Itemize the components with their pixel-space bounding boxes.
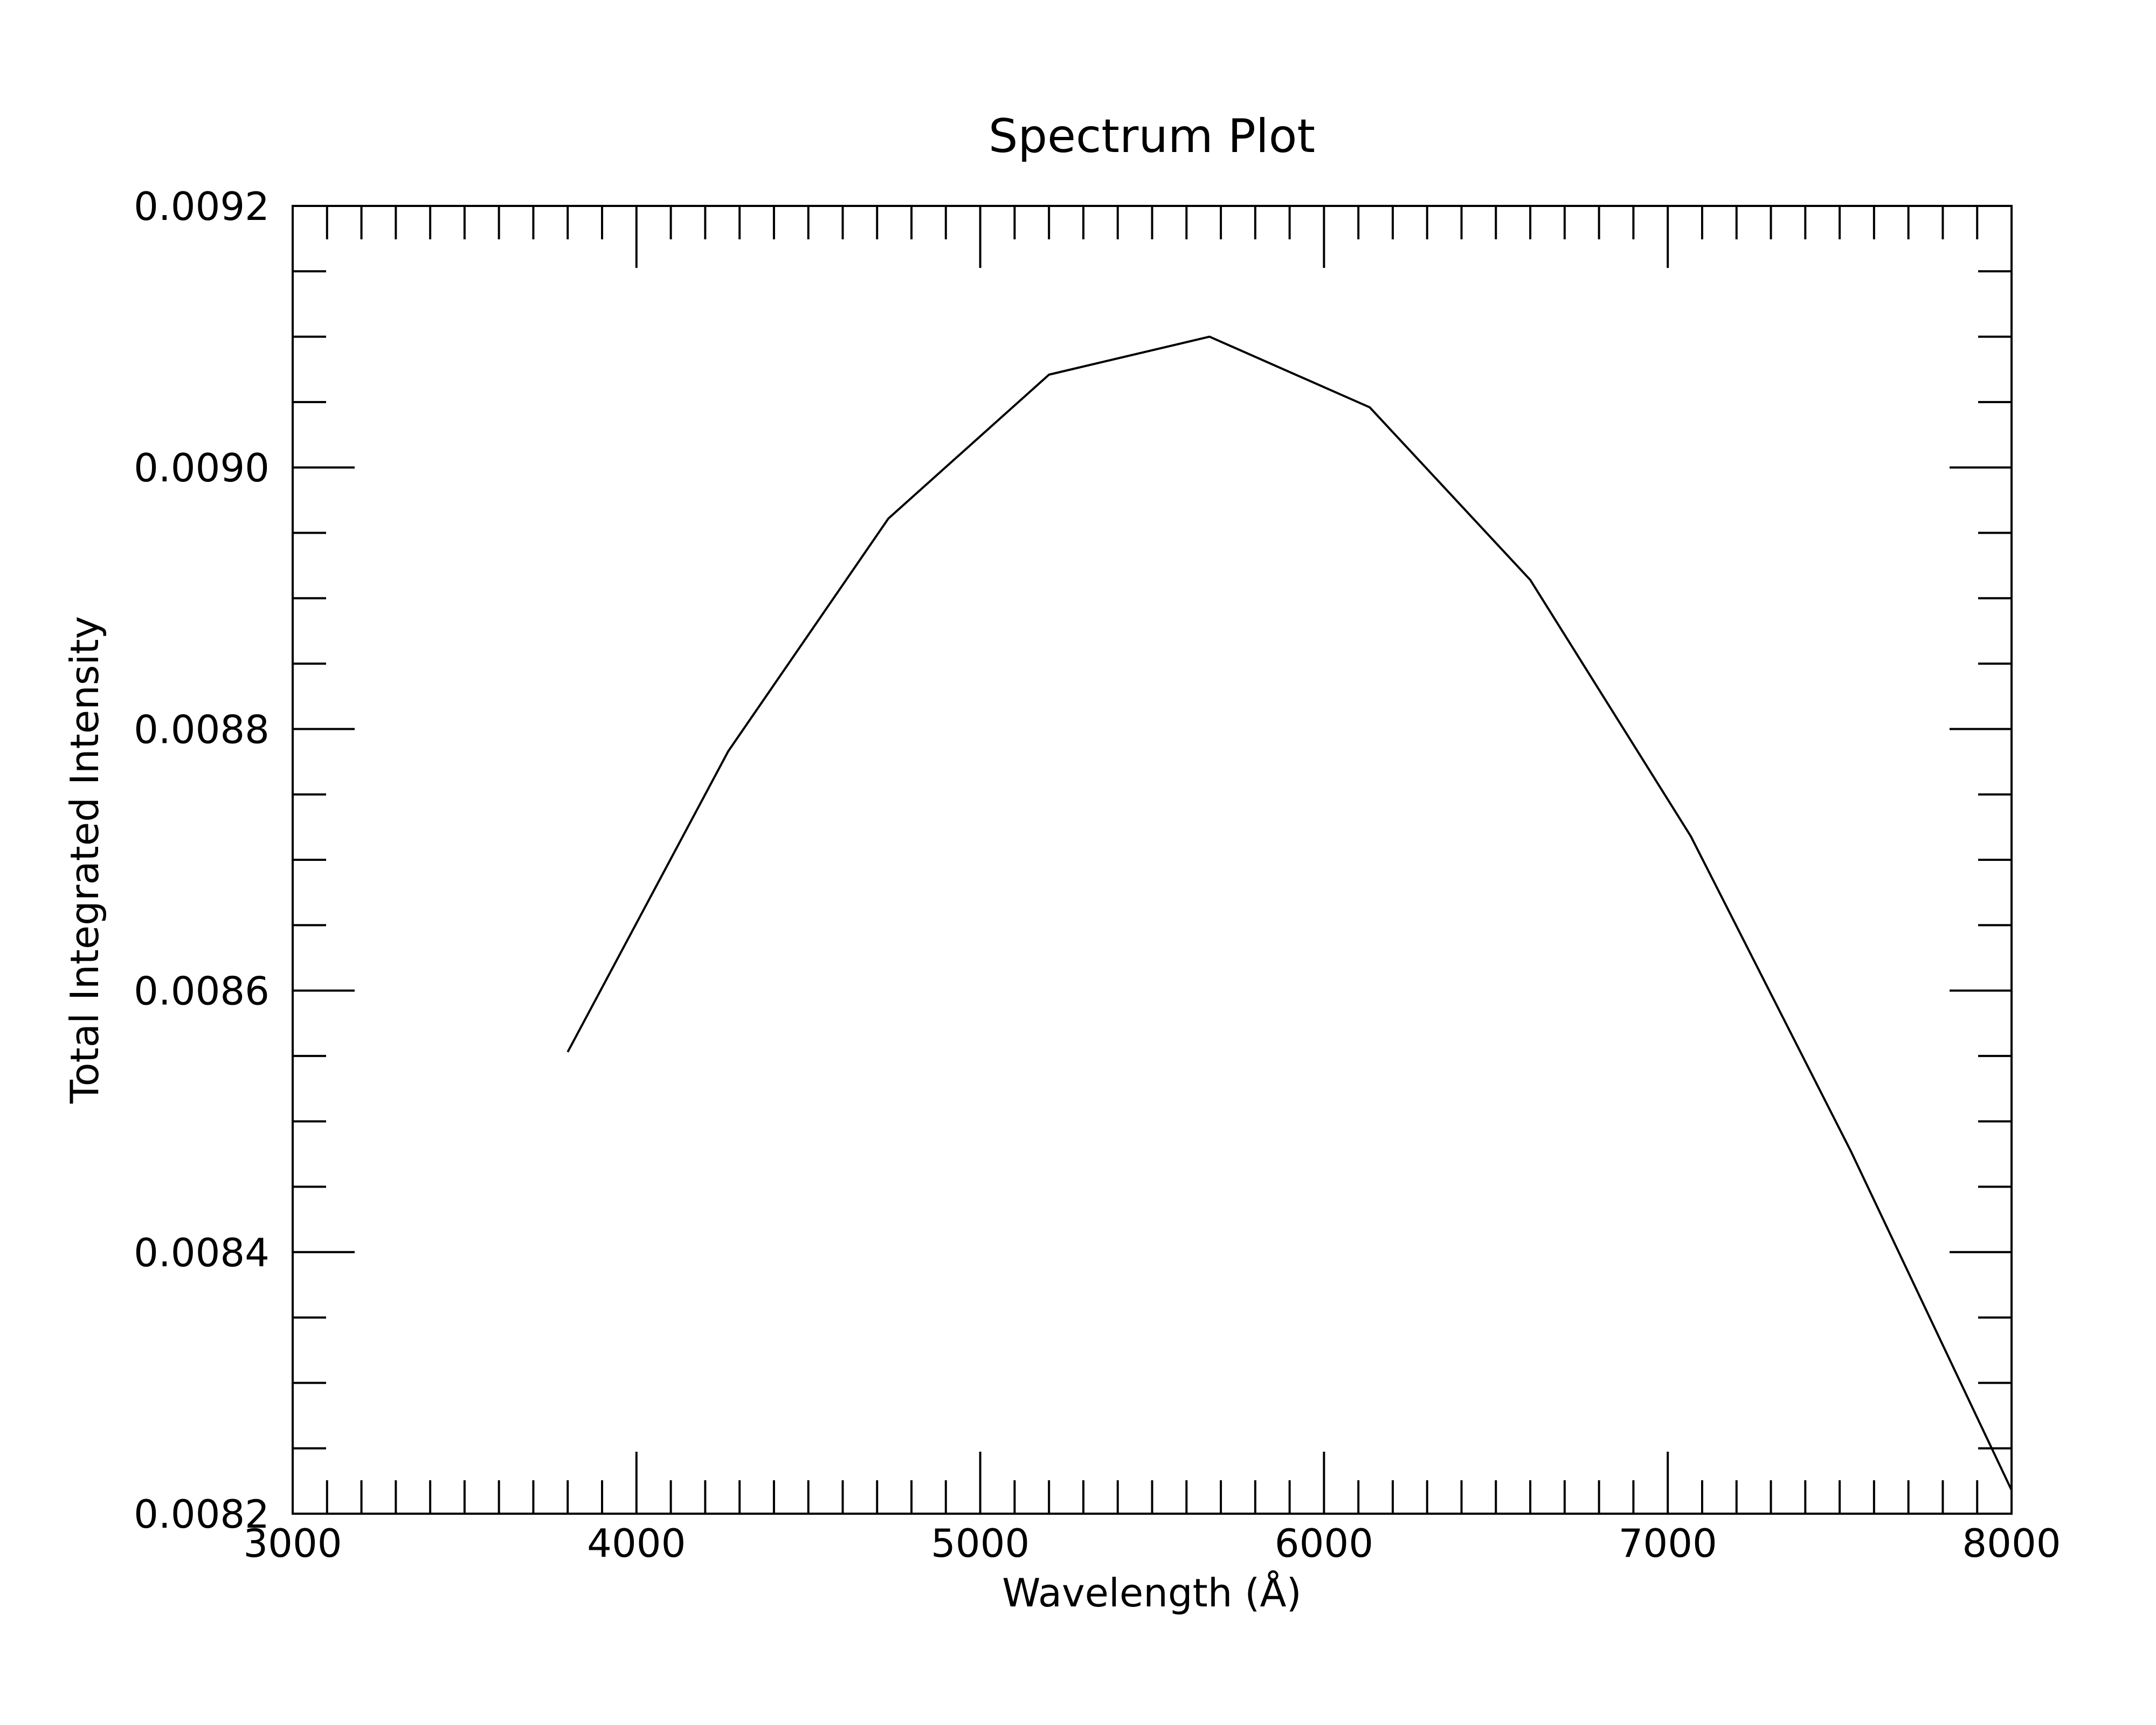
chart-title: Spectrum Plot (989, 109, 1315, 163)
plot-frame (292, 205, 2013, 1515)
y-tick-label: 0.0088 (134, 707, 270, 752)
x-tick-label: 4000 (587, 1521, 686, 1566)
x-tick-label: 6000 (1275, 1521, 1373, 1566)
tick-labels: 3000 4000 5000 6000 7000 8000 0.0082 0.0084 0.00… (134, 184, 2061, 1566)
y-tick-label: 0.0090 (134, 445, 270, 491)
plot-area (292, 205, 2013, 1515)
x-tick-label: 8000 (1962, 1521, 2061, 1566)
y-tick-label: 0.0084 (134, 1230, 270, 1275)
axis-ticks (293, 206, 2012, 1514)
x-tick-label: 3000 (243, 1521, 342, 1566)
y-tick-label: 0.0086 (134, 969, 270, 1014)
x-tick-label: 7000 (1619, 1521, 1717, 1566)
y-tick-label: 0.0092 (134, 184, 270, 229)
x-axis-label: Wavelength (Å) (1002, 1570, 1301, 1616)
x-tick-label: 5000 (931, 1521, 1029, 1566)
series-line (566, 335, 2013, 1491)
y-axis-label: Total Integrated Intensity (62, 616, 107, 1104)
y-tick-label: 0.0082 (134, 1492, 270, 1537)
